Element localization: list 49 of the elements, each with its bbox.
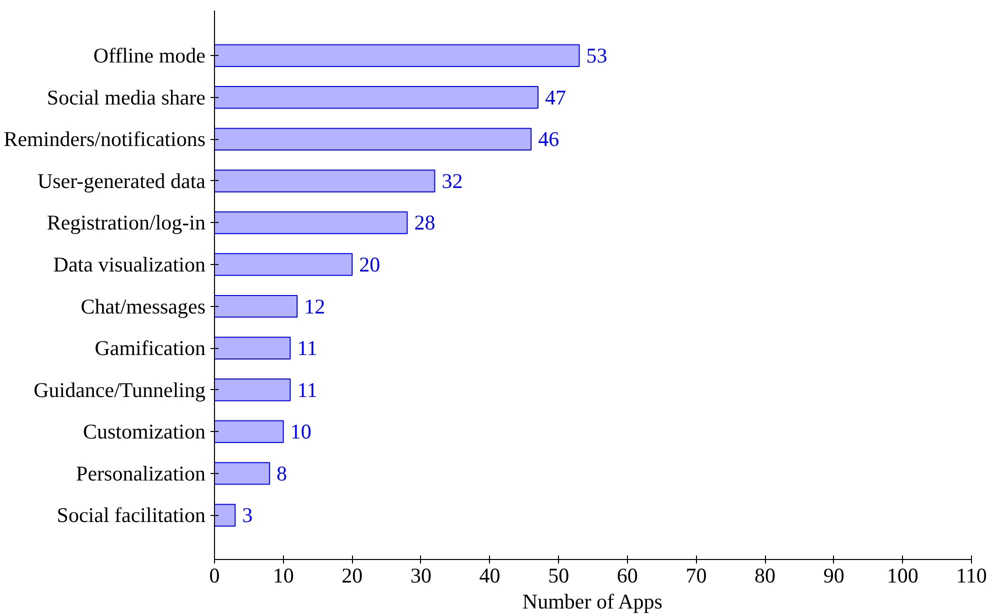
bar [214, 294, 298, 318]
bar [214, 504, 236, 527]
data-label: 20 [359, 252, 380, 277]
data-label: 8 [276, 461, 288, 486]
y-tick-label: Registration/log-in [46, 210, 206, 235]
bar [214, 211, 408, 234]
x-tick-label: 0 [209, 564, 220, 588]
y-tick-label: Guidance/Tunneling [34, 378, 206, 402]
data-label: 47 [544, 85, 566, 110]
x-tick-label: 30 [410, 564, 432, 588]
y-tick-label: Customization [83, 420, 206, 444]
bar [214, 336, 291, 360]
bar [214, 128, 532, 151]
y-tick-label: Social media share [46, 85, 206, 110]
x-tick-label: 50 [548, 564, 570, 588]
data-label: 11 [297, 378, 318, 402]
x-tick-label: 60 [616, 564, 638, 588]
y-tick-label: User-generated data [37, 168, 206, 193]
bar [214, 253, 353, 276]
bar [214, 462, 270, 485]
data-label: 10 [290, 420, 312, 444]
bar [214, 86, 538, 109]
data-label: 11 [297, 336, 318, 360]
data-label: 28 [414, 210, 436, 235]
y-tick-label: Data visualization [53, 252, 206, 277]
y-tick-label: Gamification [94, 336, 206, 360]
x-tick-label: 40 [479, 564, 500, 588]
data-label: 12 [304, 294, 326, 318]
x-tick-label: 10 [272, 564, 294, 588]
data-label: 3 [242, 503, 253, 528]
bar [214, 378, 291, 402]
y-tick-label: Reminders/notifications [4, 127, 206, 152]
x-tick-label: 70 [686, 564, 707, 588]
x-axis-title: Number of Apps [522, 590, 662, 614]
bar [214, 44, 580, 67]
bar [214, 420, 284, 444]
x-tick-label: 80 [754, 564, 776, 588]
y-tick-label: Social facilitation [56, 503, 206, 528]
x-tick-label: 110 [956, 564, 987, 588]
y-tick-label: Chat/messages [80, 294, 206, 318]
data-label: 46 [538, 127, 560, 152]
x-tick-label: 90 [823, 564, 844, 588]
y-tick-label: Offline mode [93, 44, 206, 68]
data-label: 53 [586, 44, 608, 68]
x-tick-label: 20 [342, 564, 363, 588]
bar [214, 170, 436, 192]
data-label: 32 [442, 168, 463, 193]
y-tick-label: Personalization [76, 461, 206, 486]
x-tick-label: 100 [886, 564, 918, 588]
